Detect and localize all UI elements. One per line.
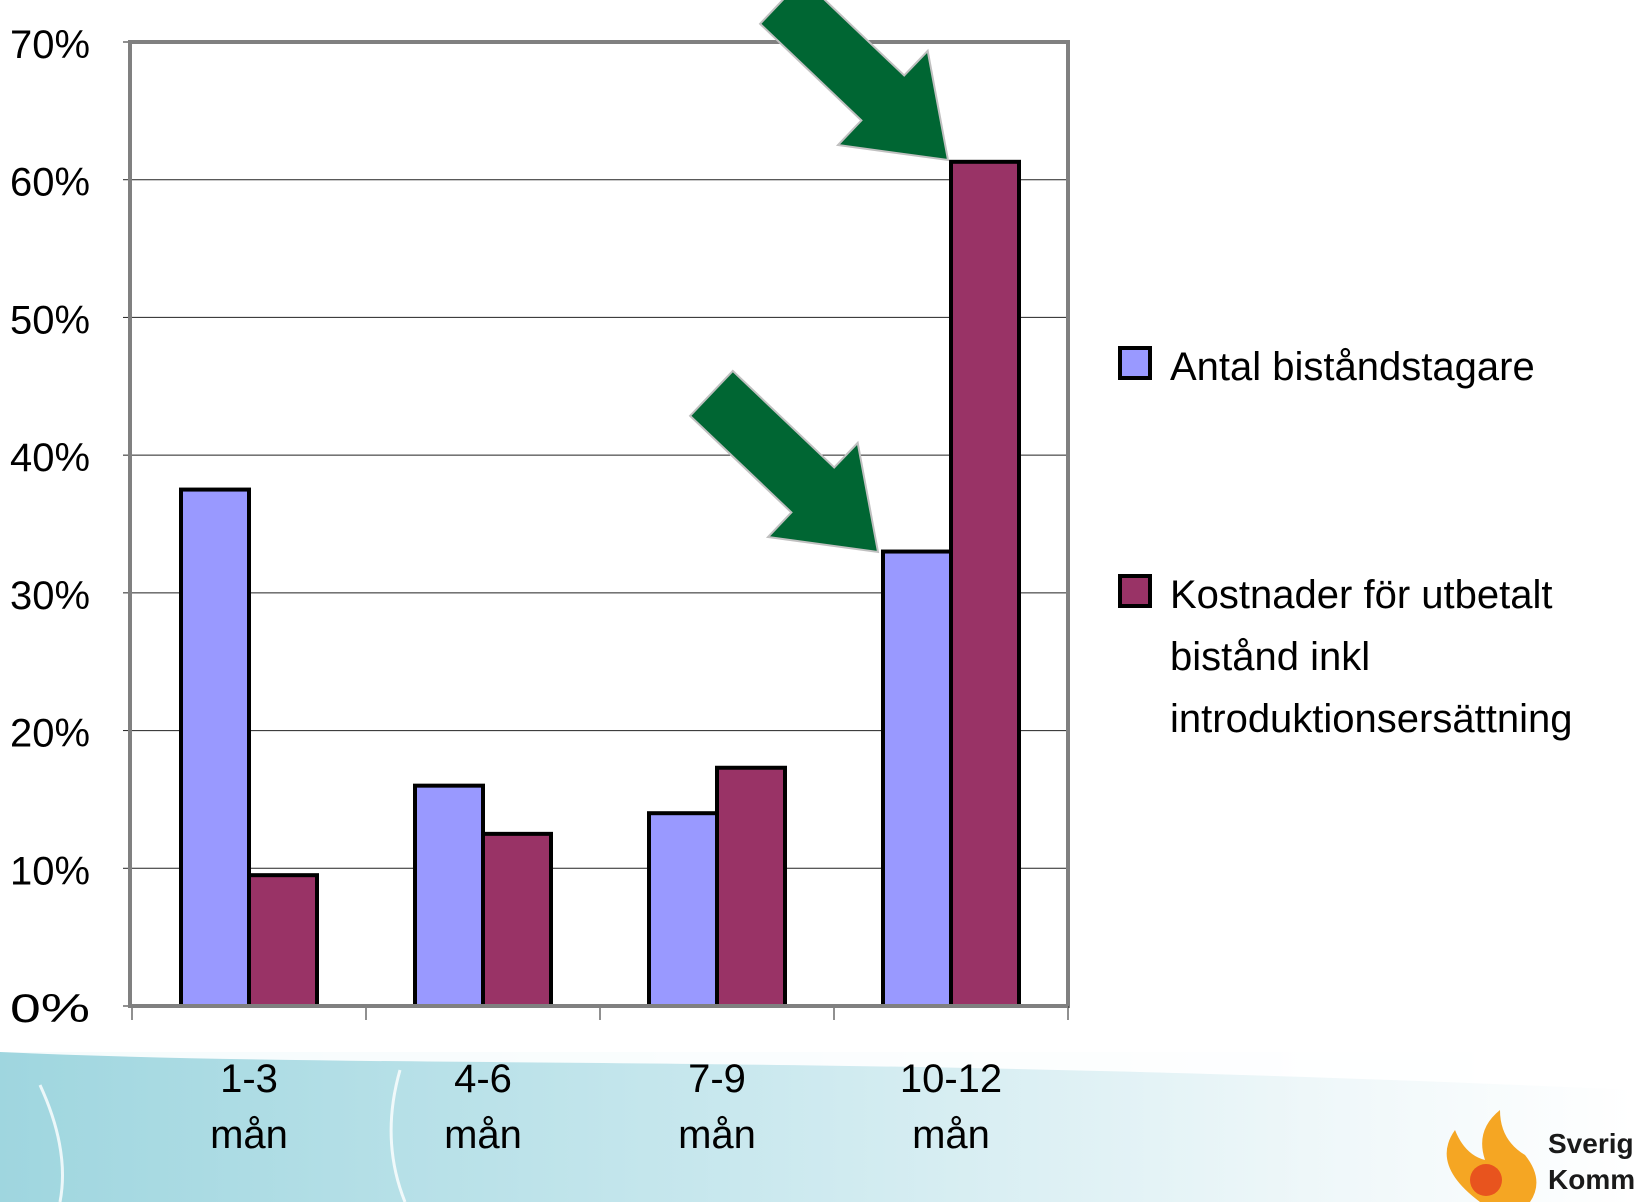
bar-antal [179,487,251,1009]
logo-text-line-2: Komm [1548,1164,1634,1195]
footer-banner [0,1052,1634,1202]
x-tick-label: 7-9 [688,1057,746,1101]
x-tick-label: mån [678,1113,756,1157]
legend-label: introduktionsersättning [1170,697,1572,741]
bars [179,159,1021,1009]
y-tick-label: 60% [10,161,90,205]
flame-logo-icon [1446,1110,1537,1202]
x-tick-label: mån [444,1113,522,1157]
x-tick-label: mån [210,1113,288,1157]
y-tick-label: 50% [10,298,90,342]
bar-antal [413,783,485,1009]
legend-label: bistånd inkl [1170,635,1370,679]
bar-antal [881,549,953,1008]
y-tick-label: 40% [10,436,90,480]
bar-kostnader [715,765,787,1008]
y-tick-label: 70% [10,23,90,67]
y-tick-label: 30% [10,574,90,618]
bar-kostnader [481,831,553,1008]
bar-kostnader [949,159,1021,1009]
legend-label: Kostnader för utbetalt [1170,573,1552,617]
y-tick-label: 20% [10,712,90,756]
bar-antal [647,811,719,1009]
legend-swatch [1118,574,1152,608]
legend-label: Antal biståndstagare [1170,345,1535,389]
x-tick-label: 10-12 [900,1057,1002,1101]
y-tick-label: 0% [10,987,90,1031]
logo-text-line-1: Sverig [1548,1128,1634,1159]
legend-swatch [1118,346,1152,380]
x-tick-label: 1-3 [220,1057,278,1101]
annotation-arrow [758,0,950,162]
x-tick-label: mån [912,1113,990,1157]
annotation-arrow [688,369,880,554]
bar-kostnader [247,873,319,1009]
y-tick-label: 10% [10,849,90,893]
x-tick-label: 4-6 [454,1057,512,1101]
